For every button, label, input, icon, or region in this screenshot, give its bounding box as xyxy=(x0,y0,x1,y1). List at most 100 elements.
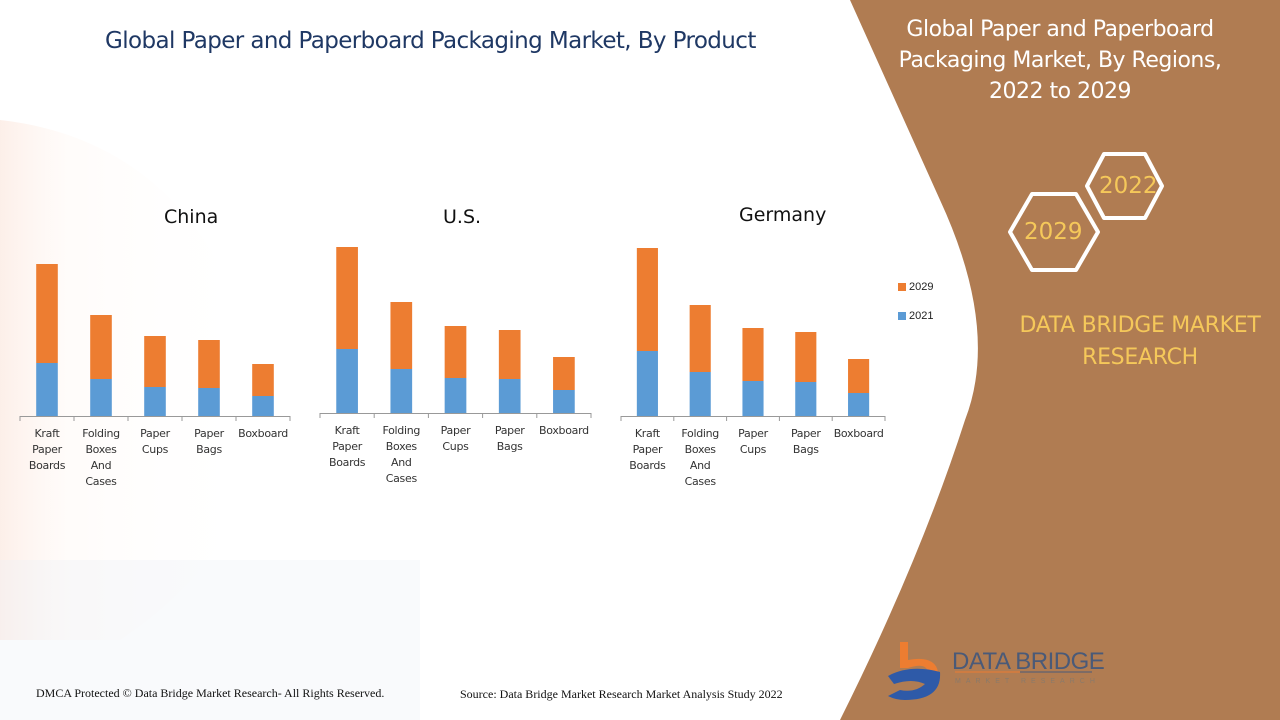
category-label: Paper Bags xyxy=(182,426,236,458)
bar-2021-boxboard xyxy=(848,393,870,416)
bar-2029-paper-cups xyxy=(444,326,467,378)
bar-2029-paper-cups xyxy=(144,336,166,387)
category-label-line: Paper xyxy=(632,443,663,456)
bar-2021-paper-cups xyxy=(144,387,166,416)
source-note: Source: Data Bridge Market Research Mark… xyxy=(460,687,783,701)
brand-text: DATA BRIDGE MARKET RESEARCH xyxy=(990,310,1280,374)
side-title-line-3: 2022 to 2029 xyxy=(988,79,1132,104)
legend-item-2029: 2029 xyxy=(898,280,933,294)
bar-2029-kraft-paper-boards xyxy=(636,248,658,351)
category-label: Folding Boxes And Cases xyxy=(74,426,128,490)
category-label-line: Paper xyxy=(440,424,471,437)
legend-swatch-2029 xyxy=(898,283,906,291)
side-panel-title: Global Paper and Paperboard Packaging Ma… xyxy=(880,14,1240,107)
category-label-line: Boxes xyxy=(85,443,117,456)
category-label-line: Cups xyxy=(442,440,469,453)
category-label-line: Boards xyxy=(28,459,66,472)
category-label-line: Paper xyxy=(32,443,62,456)
bar-2029-boxboard xyxy=(252,364,274,396)
bar-2021-paper-cups xyxy=(444,378,467,413)
category-label-line: Kraft xyxy=(34,427,60,440)
category-label-line: And Cases xyxy=(385,456,417,485)
hex-year-2022: 2022 xyxy=(1099,173,1158,199)
legend-label-2021: 2021 xyxy=(909,310,934,322)
category-label-line: Paper xyxy=(738,427,768,440)
chart-title-us: U.S. xyxy=(443,206,482,228)
category-label: Paper Bags xyxy=(483,423,537,455)
bar-2029-kraft-paper-boards xyxy=(336,247,358,349)
category-label: Boxboard xyxy=(236,426,290,442)
bar-2021-folding-boxes-and-cases xyxy=(90,379,112,416)
logo-tagline: MARKET RESEARCH xyxy=(955,678,1100,685)
hex-year-2029: 2029 xyxy=(1024,219,1083,245)
category-label: Kraft Paper Boards xyxy=(320,423,374,471)
category-label-line: Boxes xyxy=(684,443,716,456)
bar-2021-paper-cups xyxy=(742,381,764,416)
bar-2029-paper-bags xyxy=(198,340,220,388)
bar-2029-paper-cups xyxy=(742,328,764,381)
bar-2029-folding-boxes-and-cases xyxy=(90,315,112,379)
category-label-line: Folding xyxy=(82,427,120,440)
legend-item-2021: 2021 xyxy=(898,309,933,323)
category-label-line: Bags xyxy=(496,440,523,453)
category-label: Paper Bags xyxy=(779,426,833,458)
category-label-line: Cases xyxy=(85,475,117,488)
category-label-line: Boxboard xyxy=(238,427,288,440)
chart-legend: 2029 2021 xyxy=(898,280,933,338)
side-title-line-1: Global Paper and Paperboard xyxy=(906,17,1214,42)
bar-2021-kraft-paper-boards xyxy=(36,363,58,416)
category-label-line: Paper xyxy=(194,427,224,440)
bar-2021-boxboard xyxy=(553,390,575,413)
bar-2029-paper-bags xyxy=(498,330,521,379)
category-label-line: Cases xyxy=(684,475,716,488)
bar-2021-boxboard xyxy=(252,396,274,416)
category-label-line: Paper xyxy=(790,427,821,440)
chart-title-germany: Germany xyxy=(739,204,827,226)
copyright-notice: DMCA Protected © Data Bridge Market Rese… xyxy=(36,686,385,700)
bar-2021-folding-boxes-and-cases xyxy=(390,369,413,413)
category-label-line: Boxboard xyxy=(538,424,589,437)
brand-line-1: DATA BRIDGE MARKET xyxy=(1019,313,1261,338)
category-label: Folding Boxes And Cases xyxy=(374,423,428,487)
category-label-line: Paper xyxy=(332,440,362,453)
category-label-line: Cups xyxy=(141,443,169,456)
category-label: Paper Cups xyxy=(128,426,182,458)
category-label-line: Boards xyxy=(629,459,666,472)
bar-2021-paper-bags xyxy=(198,388,220,416)
category-label: Boxboard xyxy=(832,426,886,442)
category-label-line: And xyxy=(90,459,112,472)
category-label-line: Paper xyxy=(140,427,170,440)
bar-2029-boxboard xyxy=(848,359,870,393)
bar-2021-paper-bags xyxy=(795,382,817,416)
brand-line-2: RESEARCH xyxy=(1082,345,1198,370)
bar-2029-folding-boxes-and-cases xyxy=(390,302,413,369)
category-label: Folding Boxes And Cases xyxy=(673,426,727,490)
category-label: Boxboard xyxy=(537,423,591,439)
category-label-line: Boards xyxy=(328,456,366,469)
category-label-line: Kraft xyxy=(634,427,660,440)
logo-name: DATA BRIDGE xyxy=(952,648,1105,675)
bar-2029-kraft-paper-boards xyxy=(36,264,58,363)
chart-title-china: China xyxy=(164,206,219,228)
category-label-line: Folding xyxy=(382,424,421,437)
category-label-line: Kraft xyxy=(334,424,360,437)
bar-2029-paper-bags xyxy=(795,332,817,382)
category-label-line: Folding xyxy=(681,427,719,440)
page-title: Global Paper and Paperboard Packaging Ma… xyxy=(105,28,756,54)
bar-2021-kraft-paper-boards xyxy=(336,349,358,413)
category-label: Paper Cups xyxy=(726,426,780,458)
category-label-line: Paper xyxy=(494,424,525,437)
legend-swatch-2021 xyxy=(898,312,906,320)
category-label-line: Bags xyxy=(792,443,819,456)
category-label-line: Boxboard xyxy=(833,427,884,440)
category-label-line: Cups xyxy=(739,443,767,456)
category-label-line: And xyxy=(689,459,711,472)
side-title-line-2: Packaging Market, By Regions, xyxy=(898,48,1222,73)
category-label: Kraft Paper Boards xyxy=(20,426,74,474)
bar-2029-boxboard xyxy=(553,357,575,390)
category-label: Kraft Paper Boards xyxy=(620,426,674,474)
bar-2021-kraft-paper-boards xyxy=(636,351,658,416)
category-label: Paper Cups xyxy=(429,423,483,455)
category-label-line: Bags xyxy=(196,443,222,456)
